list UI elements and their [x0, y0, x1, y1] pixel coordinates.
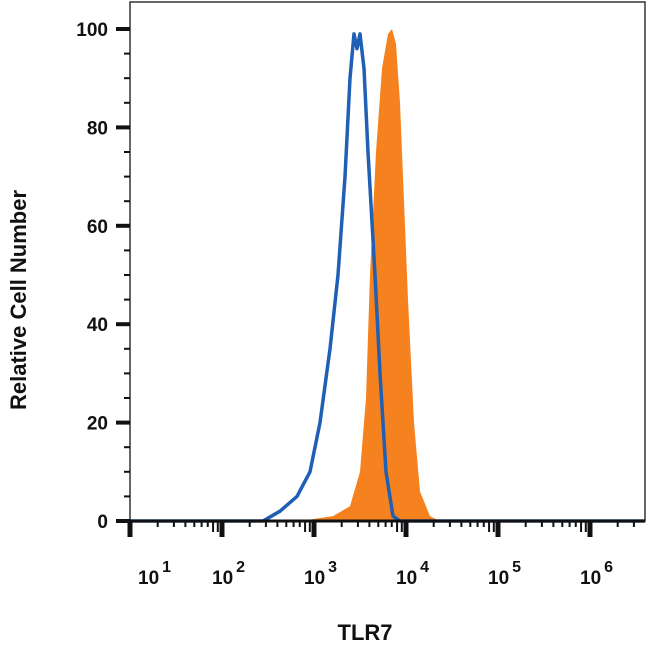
x-tick-base: 10	[212, 568, 233, 589]
x-tick-exponent: 3	[328, 559, 337, 576]
x-tick-base: 10	[580, 568, 601, 589]
x-tick-label: 106	[580, 559, 613, 589]
x-tick-label: 102	[212, 559, 245, 589]
y-tick-labels: 0 20 40 60 80 100	[76, 20, 108, 533]
x-tick-label: 101	[138, 559, 171, 589]
y-tick-label: 80	[87, 118, 108, 139]
y-axis-title: Relative Cell Number	[6, 190, 31, 411]
y-tick-label: 60	[87, 217, 108, 238]
x-tick-exponent: 4	[420, 559, 429, 576]
x-tick-base: 10	[304, 568, 325, 589]
x-tick-exponent: 1	[162, 559, 171, 576]
series-outline-line	[130, 32, 645, 523]
series-layer	[130, 29, 645, 523]
y-tick-label: 20	[87, 414, 108, 435]
x-axis-title: TLR7	[338, 620, 393, 645]
x-tick-label: 105	[488, 559, 521, 589]
x-tick-label: 104	[396, 559, 429, 589]
y-tick-label: 0	[97, 512, 108, 533]
y-tick-label: 40	[87, 315, 108, 336]
x-tick-label: 103	[304, 559, 337, 589]
axes-layer	[116, 1, 646, 537]
x-tick-base: 10	[138, 568, 159, 589]
series-filled-area	[130, 29, 645, 521]
x-tick-base: 10	[488, 568, 509, 589]
x-tick-exponent: 2	[236, 559, 245, 576]
x-tick-exponent: 5	[512, 559, 521, 576]
x-tick-base: 10	[396, 568, 417, 589]
y-tick-label: 100	[76, 20, 108, 41]
x-tick-exponent: 6	[604, 559, 613, 576]
